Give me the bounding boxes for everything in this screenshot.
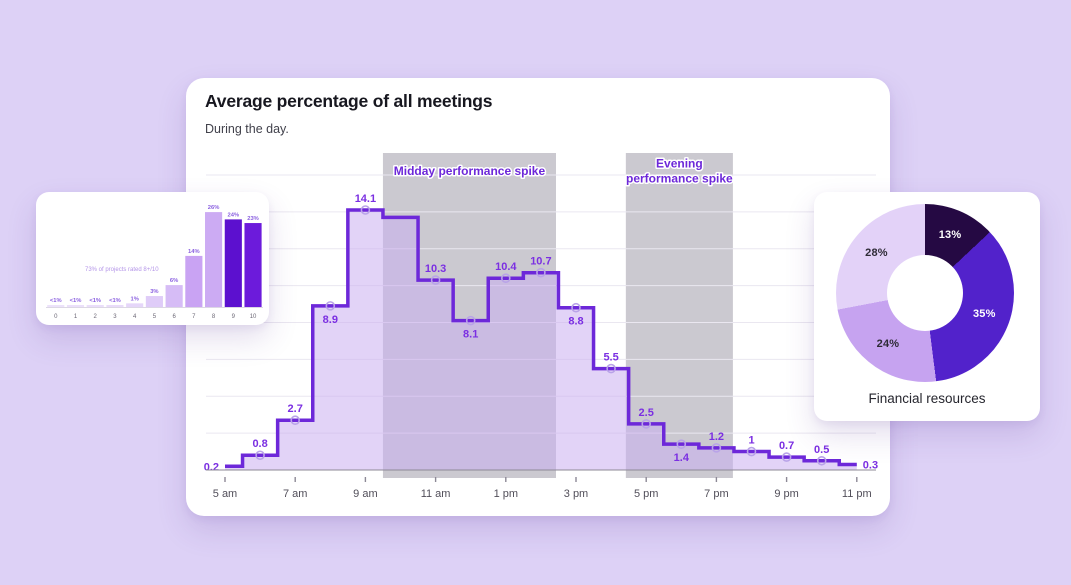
band-label: Evening (656, 157, 703, 171)
x-axis-tick-label: 7 am (283, 488, 307, 500)
data-point-label: 1.2 (709, 431, 724, 443)
band-label: Midday performance spike (394, 164, 546, 178)
data-point-marker (290, 415, 300, 426)
data-point-label: 1.4 (674, 452, 690, 464)
data-point-label: 0.2 (204, 461, 219, 473)
data-point-label: 8.1 (463, 329, 478, 341)
bar-category-label: 7 (192, 314, 196, 320)
bar-value-label: 3% (150, 289, 158, 295)
x-axis-tick-label: 11 am (421, 488, 451, 500)
data-point-label: 2.5 (639, 407, 654, 419)
data-point-marker (465, 315, 476, 326)
ratings-caption: 73% of projects rated 8+/10 (85, 267, 159, 273)
x-axis-tick-label: 1 pm (494, 488, 518, 500)
band-label: performance spike (626, 172, 733, 186)
bar-value-label: 14% (188, 249, 200, 255)
bar-value-label: <1% (109, 298, 121, 304)
data-point-marker (641, 419, 652, 429)
financial-resources-card: 13% 35% 24% 28% Financial resources (814, 192, 1040, 421)
data-point-marker (746, 446, 757, 457)
donut-chart-title: Financial resources (868, 391, 986, 406)
donut-slice-label: 35% (972, 308, 996, 321)
donut-slice-label: 24% (876, 337, 900, 350)
x-axis-tick-label: 11 pm (842, 488, 872, 500)
chart-title: Average percentage of all meetings (205, 91, 493, 111)
data-point-marker (360, 205, 371, 215)
meetings-area-fill (225, 209, 857, 470)
x-axis-tick-label: 5 am (213, 488, 237, 500)
data-point-label: 0.5 (814, 444, 829, 456)
data-point-marker (606, 363, 616, 374)
data-point-marker (711, 443, 722, 453)
donut-slice-label: 28% (865, 246, 888, 259)
data-point-label: 1 (748, 435, 754, 447)
data-point-label: 10.4 (495, 261, 517, 273)
step-chart-canvas: 0.20.82.78.914.110.38.110.4 10.78.85.52.5… (204, 153, 878, 500)
data-point-label: 10.3 (425, 263, 446, 275)
bar-value-label: 23% (247, 216, 259, 222)
rating-bar (224, 219, 242, 307)
data-point-marker (781, 452, 792, 462)
data-point-marker (536, 267, 546, 278)
rating-bar (185, 255, 203, 307)
bar-category-label: 1 (74, 314, 78, 320)
rating-bar (66, 305, 85, 307)
data-point-label: 8.8 (568, 316, 583, 328)
donut-slice-label: 13% (938, 229, 962, 242)
data-point-marker (500, 273, 511, 284)
bar-value-label: <1% (50, 298, 62, 304)
data-point-label: 5.5 (603, 352, 618, 364)
rating-bar (145, 296, 163, 307)
data-point-label: 0.3 (863, 459, 878, 471)
donut-hole (887, 255, 963, 331)
donut-chart: 13% 35% 24% 28% (836, 204, 1014, 382)
bar-category-label: 4 (133, 314, 137, 320)
bar-category-label: 6 (172, 314, 176, 320)
data-point-label: 14.1 (355, 193, 376, 205)
data-point-label: 10.7 (530, 256, 551, 268)
bar-category-label: 0 (54, 314, 58, 320)
bar-chart-canvas: <1% 0 <1% 1 <1% 2 <1% 3 1% 4 3% 5 6% 6 14% 7 26% 8 24% 9 23%… (46, 205, 263, 320)
rating-bar (244, 223, 262, 307)
rating-bar (205, 212, 223, 307)
data-point-label: 2.7 (288, 403, 303, 415)
x-axis-tick-label: 5 pm (634, 488, 658, 500)
ratings-bar-chart-card: <1% 0 <1% 1 <1% 2 <1% 3 1% 4 3% 5 6% 6 14% 7 26% 8 24% 9 23%… (36, 192, 269, 325)
rating-bar (86, 305, 104, 307)
x-axis-tick-label: 3 pm (564, 488, 588, 500)
data-point-marker (255, 450, 265, 461)
bar-value-label: 24% (228, 212, 240, 218)
bar-category-label: 9 (232, 314, 236, 320)
x-axis-tick-label: 9 am (353, 488, 377, 500)
x-axis-tick-label: 7 pm (704, 488, 728, 500)
bar-category-label: 5 (153, 314, 157, 320)
rating-bar (126, 303, 144, 307)
bar-value-label: <1% (89, 298, 101, 304)
chart-subtitle: During the day. (205, 122, 289, 136)
rating-bar (106, 305, 124, 307)
bar-value-label: 6% (170, 278, 178, 284)
bar-value-label: 26% (208, 205, 220, 211)
data-point-marker (430, 275, 441, 285)
data-point-label: 8.9 (323, 314, 338, 326)
data-point-marker (676, 439, 687, 449)
data-point-marker (571, 302, 581, 313)
x-axis-tick-label: 9 pm (774, 488, 798, 500)
bar-category-label: 3 (113, 314, 117, 320)
data-point-marker (816, 455, 827, 466)
data-point-marker (325, 301, 336, 311)
rating-bar (165, 285, 183, 307)
meetings-step-line (225, 208, 857, 469)
bar-category-label: 2 (94, 314, 98, 320)
bar-category-label: 8 (212, 314, 216, 320)
bar-value-label: 1% (130, 296, 138, 302)
bar-value-label: <1% (70, 298, 82, 304)
data-point-label: 0.8 (252, 438, 267, 450)
meetings-chart-card: Average percentage of all meetings Durin… (186, 78, 890, 516)
bar-category-label: 10 (250, 314, 257, 320)
data-point-label: 0.7 (779, 440, 794, 452)
rating-bar (47, 305, 65, 307)
